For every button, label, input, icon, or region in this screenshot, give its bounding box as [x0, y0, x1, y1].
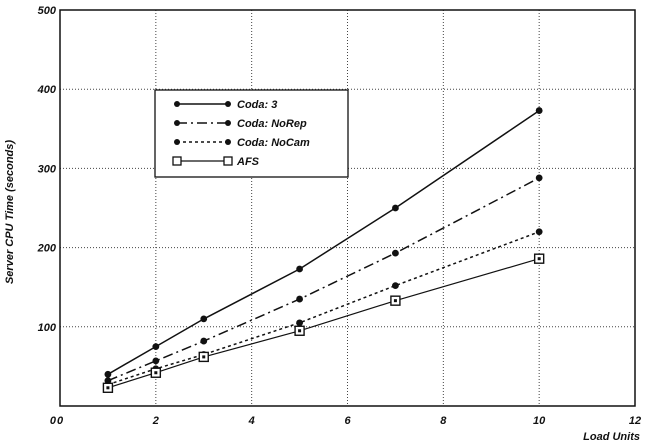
data-point [392, 282, 399, 289]
data-point [536, 175, 543, 182]
y-tick-label: 400 [37, 84, 57, 96]
data-point-center [106, 386, 109, 389]
series-3 [103, 254, 543, 392]
series-line [108, 259, 539, 388]
data-point [536, 228, 543, 235]
legend-label: Coda: NoCam [237, 137, 310, 149]
data-point [296, 319, 303, 326]
legend-marker [174, 101, 180, 107]
data-point-center [154, 371, 157, 374]
data-point [200, 315, 207, 322]
y-tick-label: 200 [37, 243, 57, 255]
y-tick-label: 100 [38, 322, 57, 334]
data-point-center [394, 299, 397, 302]
legend-marker [173, 157, 181, 165]
series-2 [105, 228, 543, 388]
data-point-center [202, 355, 205, 358]
y-tick-label: 500 [38, 5, 57, 17]
x-tick-label: 2 [152, 415, 159, 427]
legend-marker [224, 157, 232, 165]
x-tick-label: 4 [248, 415, 255, 427]
series-line [108, 232, 539, 385]
data-point [392, 205, 399, 212]
data-point [105, 371, 112, 378]
x-tick-label: 8 [440, 415, 447, 427]
data-point-center [538, 257, 541, 260]
grid [60, 10, 635, 406]
x-tick-label: 12 [629, 415, 641, 427]
legend-label: AFS [236, 156, 260, 168]
series-line [108, 178, 539, 381]
data-point [152, 343, 159, 350]
legend-marker [225, 120, 231, 126]
data-point [200, 338, 207, 345]
y-axis-label: Server CPU Time (seconds) [4, 140, 16, 284]
series-1 [105, 175, 543, 385]
data-point [152, 357, 159, 364]
data-point [296, 296, 303, 303]
y-tick-label: 0 [50, 415, 57, 427]
legend-marker [174, 139, 180, 145]
legend-label: Coda: NoRep [237, 118, 307, 130]
legend-marker [174, 120, 180, 126]
x-tick-label: 10 [533, 415, 546, 427]
legend-marker [225, 101, 231, 107]
x-axis-label: Load Units [583, 431, 640, 443]
data-point [392, 250, 399, 257]
legend-marker [225, 139, 231, 145]
x-tick-label: 0 [57, 415, 64, 427]
legend-label: Coda: 3 [237, 99, 277, 111]
y-tick-label: 300 [38, 163, 57, 175]
data-point [296, 266, 303, 273]
legend: Coda: 3 Coda: NoRep Coda: NoCam AFS [155, 90, 348, 177]
data-point [536, 107, 543, 114]
data-point-center [298, 329, 301, 332]
x-tick-label: 6 [344, 415, 351, 427]
